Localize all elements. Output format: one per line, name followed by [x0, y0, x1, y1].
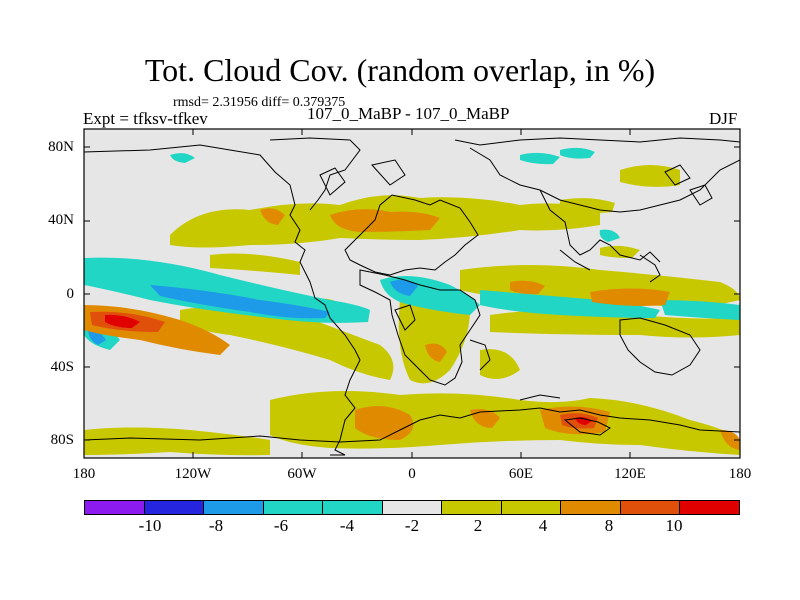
colorbar-label: 8: [604, 516, 614, 535]
colorbar-label: 4: [538, 516, 548, 535]
colorbar-swatch: [323, 501, 383, 514]
colorbar-swatch: [501, 501, 562, 514]
chart-title: Tot. Cloud Cov. (random overlap, in %): [144, 52, 656, 88]
lat-tick-label: 0: [66, 286, 75, 302]
season-label: DJF: [709, 109, 738, 128]
colorbar-swatch: [620, 501, 681, 514]
colorbar-swatch: [85, 501, 145, 514]
colorbar-label: -4: [339, 516, 355, 535]
colorbar-swatch: [204, 501, 264, 514]
lon-tick-label: 120W: [174, 466, 212, 482]
coastlines: [84, 137, 740, 456]
colorbar-label: 2: [473, 516, 483, 535]
colorbar-swatch: [680, 501, 740, 514]
cloud-cover-anomaly-field: [84, 147, 740, 456]
axis-ticks: [84, 129, 740, 458]
lat-tick-label: 40N: [48, 212, 74, 228]
colorbar-label: 10: [665, 516, 683, 535]
lon-tick-label: 180: [728, 466, 752, 482]
lon-tick-label: 60E: [508, 466, 534, 482]
lon-tick-label: 0: [408, 466, 416, 482]
lon-tick-label: 120E: [614, 466, 646, 482]
colorbar-swatch: [144, 501, 205, 514]
lon-tick-label: 60W: [287, 466, 317, 482]
lat-tick-label: 80S: [50, 432, 74, 448]
experiment-label: Expt = tfksv-tfkev: [83, 109, 208, 128]
lat-tick-label: 40S: [50, 359, 74, 375]
colorbar-swatch: [442, 501, 502, 514]
colorbar-label: -2: [404, 516, 420, 535]
stats-label: rmsd= 2.31956 diff= 0.379375: [173, 95, 346, 110]
colorbar-label: -6: [273, 516, 289, 535]
colorbar-swatch: [561, 501, 621, 514]
case-label: 107_0_MaBP - 107_0_MaBP: [307, 104, 510, 123]
lat-tick-label: 80N: [48, 139, 74, 155]
colorbar-label: -8: [208, 516, 224, 535]
lon-tick-label: 180: [72, 466, 96, 482]
colorbar-swatch: [382, 501, 443, 514]
colorbar: [84, 500, 740, 515]
colorbar-label: -10: [138, 516, 162, 535]
colorbar-swatch: [263, 501, 324, 514]
